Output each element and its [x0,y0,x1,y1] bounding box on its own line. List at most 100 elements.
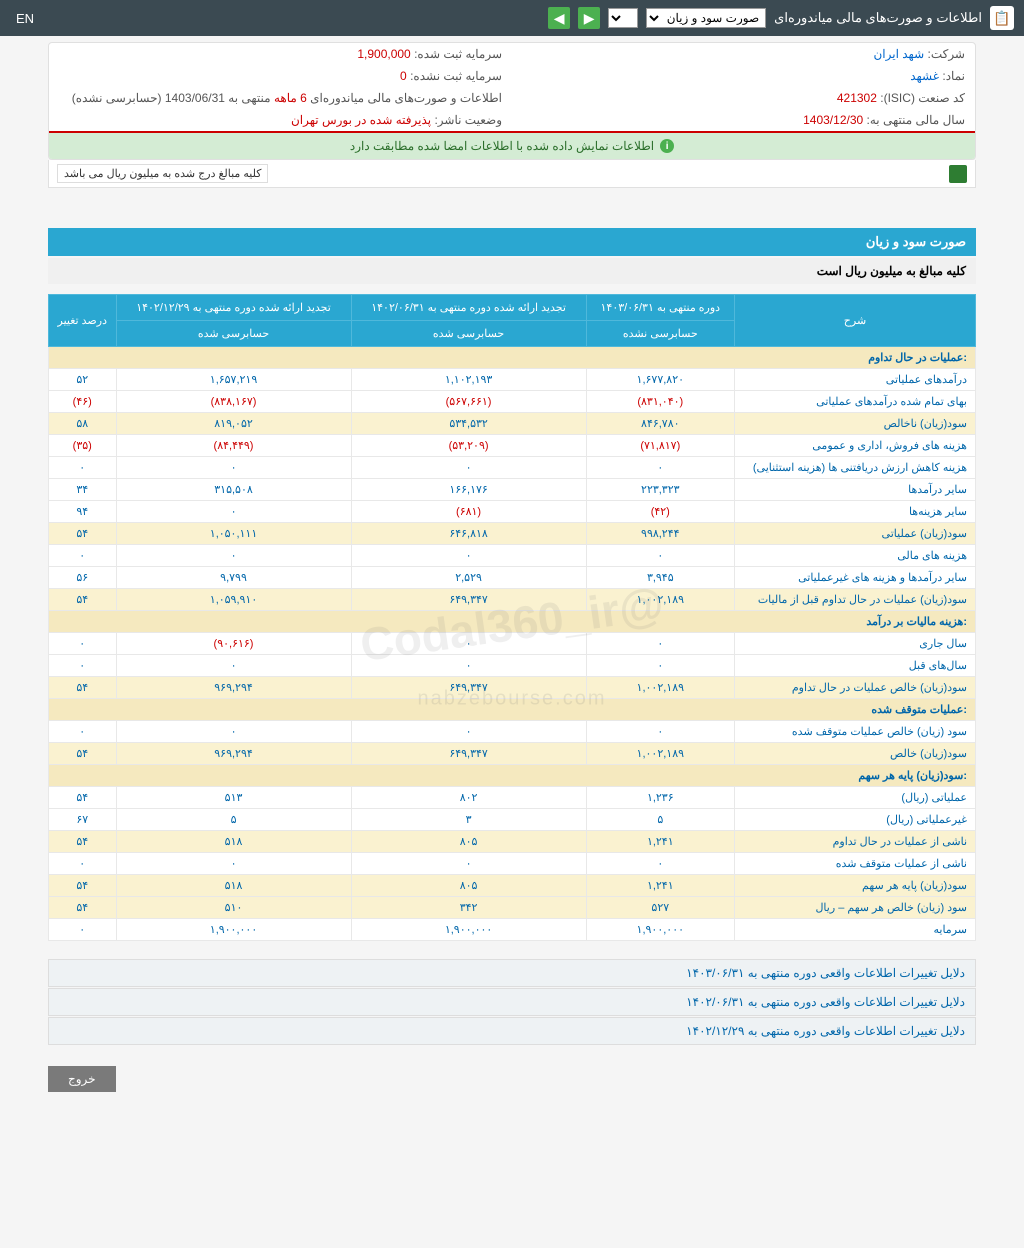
num-select[interactable] [608,8,638,28]
section-header: عملیات در حال تداوم: [49,347,976,369]
col-period3-sub: حسابرسی شده [116,321,351,347]
cell-value: ۱,۲۴۱ [586,831,734,853]
footer-row[interactable]: دلایل تغییرات اطلاعات واقعی دوره منتهی ب… [48,959,976,987]
cell-value: ۹۴ [49,501,117,523]
col-desc: شرح [734,295,975,347]
cell-value: ۲۲۳,۳۲۳ [586,479,734,501]
cell-value: ۰ [49,721,117,743]
cell-value: (۵۶۷,۶۶۱) [351,391,586,413]
topbar-title: اطلاعات و صورت‌های مالی میاندوره‌ای [774,10,982,26]
row-desc: ناشی از عملیات متوقف شده [734,853,975,875]
cell-value: ۵۴ [49,831,117,853]
row-desc: سایر درآمدها و هزینه های غیرعملیاتی [734,567,975,589]
info-card: شرکت: شهد ایران سرمایه ثبت شده: 1,900,00… [48,42,976,160]
section-header: سود(زیان) پایه هر سهم: [49,765,976,787]
lang-switch[interactable]: EN [10,9,40,28]
cell-value: ۰ [586,721,734,743]
cell-value: ۸۰۵ [351,875,586,897]
cell-value: ۶۴۶,۸۱۸ [351,523,586,545]
report-period: 6 ماهه [274,91,307,105]
company-value[interactable]: شهد ایران [873,47,924,61]
cell-value: ۱,۰۰۲,۱۸۹ [586,589,734,611]
cell-value: ۵۱۸ [116,831,351,853]
cell-value: ۱۶۶,۱۷۶ [351,479,586,501]
cell-value: ۰ [351,633,586,655]
cell-value: ۵۱۸ [116,875,351,897]
symbol-label: نماد: [942,69,965,83]
row-desc: عملیاتی (ریال) [734,787,975,809]
cell-value: (۹۰,۶۱۶) [116,633,351,655]
cell-value: ۰ [116,721,351,743]
footer-row[interactable]: دلایل تغییرات اطلاعات واقعی دوره منتهی ب… [48,1017,976,1045]
capunreg-value: 0 [400,69,407,83]
cell-value: ۰ [116,501,351,523]
row-desc: سال جاری [734,633,975,655]
cell-value: ۰ [116,853,351,875]
cell-value: ۸۱۹,۰۵۲ [116,413,351,435]
cell-value: ۰ [49,545,117,567]
row-desc: سایر هزینه‌ها [734,501,975,523]
cell-value: ۰ [116,545,351,567]
cell-value: ۰ [49,919,117,941]
cell-value: ۹,۷۹۹ [116,567,351,589]
cell-value: ۸۰۲ [351,787,586,809]
footer-row[interactable]: دلایل تغییرات اطلاعات واقعی دوره منتهی ب… [48,988,976,1016]
exit-button[interactable]: خروج [48,1066,116,1092]
info-icon: i [660,139,674,153]
cell-value: ۰ [49,633,117,655]
cell-value: ۵۳۴,۵۳۲ [351,413,586,435]
section-header: عملیات متوقف شده: [49,699,976,721]
row-desc: سود(زیان) ناخالص [734,413,975,435]
symbol-value[interactable]: غشهد [910,69,939,83]
cell-value: ۵۸ [49,413,117,435]
cell-value: ۰ [351,853,586,875]
cell-value: ۸۰۵ [351,831,586,853]
cell-value: (۸۳۸,۱۶۷) [116,391,351,413]
cell-value: ۰ [351,457,586,479]
cell-value: ۵۴ [49,589,117,611]
cell-value: ۵۴ [49,897,117,919]
cell-value: ۰ [586,633,734,655]
report-select[interactable]: صورت سود و زیان [646,8,766,28]
cell-value: ۵۱۳ [116,787,351,809]
capreg-value: 1,900,000 [357,47,410,61]
col-period1: دوره منتهی به ۱۴۰۳/۰۶/۳۱ [586,295,734,321]
excel-icon[interactable] [949,165,967,183]
cell-value: ۵۴ [49,787,117,809]
cell-value: ۵۴ [49,875,117,897]
cell-value: ۱,۰۵۰,۱۱۱ [116,523,351,545]
cell-value: ۳۱۵,۵۰۸ [116,479,351,501]
cell-value: ۱,۹۰۰,۰۰۰ [351,919,586,941]
cell-value: (۸۴,۴۴۹) [116,435,351,457]
cell-value: ۶۷ [49,809,117,831]
cell-value: ۱,۹۰۰,۰۰۰ [586,919,734,941]
currency-note: کلیه مبالغ درج شده به میلیون ریال می باش… [57,164,268,183]
row-desc: سود (زیان) خالص عملیات متوقف شده [734,721,975,743]
section-header: هزینه مالیات بر درآمد: [49,611,976,633]
row-desc: سال‌های قبل [734,655,975,677]
prev-button[interactable]: ▶ [578,7,600,29]
cell-value: ۵۲ [49,369,117,391]
cell-value: ۸۴۶,۷۸۰ [586,413,734,435]
cell-value: ۰ [49,655,117,677]
cell-value: ۰ [586,655,734,677]
cell-value: ۱,۹۰۰,۰۰۰ [116,919,351,941]
cell-value: ۵۴ [49,677,117,699]
row-desc: سود (زیان) خالص هر سهم – ریال [734,897,975,919]
status-value: پذیرفته شده در بورس تهران [291,113,431,127]
cell-value: (۴۲) [586,501,734,523]
cell-value: ۳ [351,809,586,831]
row-desc: سود(زیان) پایه هر سهم [734,875,975,897]
cell-value: ۶۴۹,۳۴۷ [351,589,586,611]
row-desc: هزینه های مالی [734,545,975,567]
cell-value: (۵۳,۲۰۹) [351,435,586,457]
cell-value: ۳۴۲ [351,897,586,919]
cell-value: (۸۳۱,۰۴۰) [586,391,734,413]
cell-value: (۶۸۱) [351,501,586,523]
capunreg-label: سرمایه ثبت نشده: [410,69,502,83]
next-button[interactable]: ◀ [548,7,570,29]
status-label: وضعیت ناشر: [434,113,502,127]
cell-value: ۵۴ [49,523,117,545]
cell-value: ۰ [351,721,586,743]
section-title: صورت سود و زیان [48,228,976,256]
